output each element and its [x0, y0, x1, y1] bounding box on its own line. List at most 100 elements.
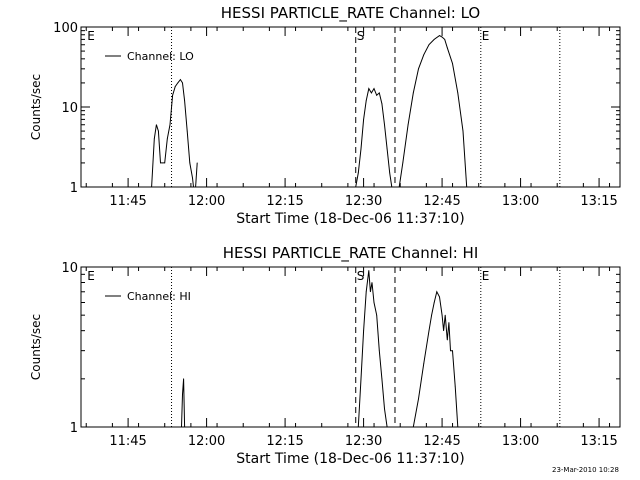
data-point [428, 44, 430, 46]
data-point [452, 350, 453, 352]
data-point [433, 302, 435, 303]
data-point [360, 148, 362, 150]
data-point [446, 47, 448, 49]
data-point [180, 79, 181, 81]
plot-frame [80, 266, 621, 428]
data-point [174, 86, 176, 87]
data-point [441, 36, 443, 38]
data-point [423, 362, 425, 364]
data-point [448, 322, 450, 323]
chart-title-lo: HESSI PARTICLE_RATE Channel: LO [221, 4, 480, 23]
data-point [423, 54, 425, 56]
data-point [183, 378, 184, 380]
data-point [189, 162, 191, 164]
y-axis-label: Counts/sec [29, 74, 43, 140]
data-point [433, 38, 435, 40]
x-tick-label: 13:15 [580, 434, 617, 449]
data-point [169, 124, 171, 126]
data-point [457, 426, 459, 428]
data-point [184, 426, 186, 428]
x-tick-label: 12:30 [345, 194, 382, 209]
x-tick-label: 12:15 [266, 434, 303, 449]
data-point [452, 63, 453, 64]
x-tick-label: 12:00 [188, 434, 225, 449]
data-point [164, 162, 166, 164]
x-axis-label: Start Time (18-Dec-06 11:37:10) [236, 451, 464, 467]
data-point [192, 177, 193, 179]
data-point [457, 92, 459, 94]
data-point [466, 186, 468, 188]
data-point [158, 130, 159, 132]
x-tick-label: 13:15 [580, 194, 617, 209]
legend-entry: Channel: LO [127, 50, 194, 63]
data-point [166, 138, 168, 140]
y-tick-label: 1 [70, 181, 78, 196]
data-point [368, 88, 370, 89]
series-line-segment [398, 35, 468, 188]
data-point [386, 426, 388, 428]
x-tick-label: 12:30 [345, 434, 382, 449]
data-point [196, 162, 198, 164]
event-marker-label: S [357, 29, 365, 43]
data-point [428, 330, 430, 332]
data-point [357, 426, 359, 428]
data-point [378, 92, 380, 94]
data-point [177, 82, 179, 84]
series-line-segment [357, 270, 388, 428]
data-point [184, 100, 186, 102]
data-point [186, 130, 188, 132]
data-point [381, 103, 383, 105]
y-tick-label: 100 [53, 21, 78, 36]
legend-entry: Channel: HI [127, 290, 191, 303]
x-tick-label: 11:45 [109, 194, 146, 209]
data-point [357, 172, 359, 174]
data-point [151, 186, 153, 188]
event-marker-label: E [87, 269, 95, 283]
data-point [386, 148, 388, 150]
series-line-segment [412, 290, 459, 428]
x-tick-label: 13:00 [502, 194, 539, 209]
data-point [436, 291, 438, 293]
data-point [363, 118, 364, 120]
data-point [431, 314, 433, 316]
event-marker-label: E [87, 29, 95, 43]
data-point [162, 162, 164, 164]
series-line-segment [151, 78, 194, 188]
data-point [360, 378, 362, 380]
data-point [182, 82, 183, 84]
data-point [181, 426, 182, 428]
data-point [418, 68, 419, 70]
y-tick-label: 1 [70, 421, 78, 436]
x-tick-label: 12:15 [266, 194, 303, 209]
event-marker-label: E [482, 269, 490, 283]
x-tick-label: 12:00 [188, 194, 225, 209]
chart-title-hi: HESSI PARTICLE_RATE Channel: HI [223, 244, 479, 263]
data-point [373, 88, 375, 89]
data-point [444, 38, 446, 40]
data-point [412, 426, 414, 428]
data-point [378, 350, 380, 352]
data-point [368, 270, 370, 271]
data-point [153, 138, 155, 140]
data-point [391, 186, 393, 188]
y-axis-label: Counts/sec [29, 314, 43, 380]
data-point [371, 282, 373, 283]
data-point [446, 339, 448, 341]
data-point [376, 94, 378, 96]
data-point [407, 124, 409, 126]
event-marker-label: S [357, 269, 365, 283]
x-tick-label: 12:45 [423, 194, 460, 209]
data-point [155, 124, 157, 126]
data-point [412, 92, 414, 94]
data-point [195, 186, 197, 188]
y-tick-label: 10 [61, 101, 78, 116]
data-point [172, 94, 173, 96]
x-axis-label: Start Time (18-Dec-06 11:37:10) [236, 211, 464, 227]
data-point [373, 302, 375, 303]
data-point [450, 350, 451, 352]
data-point [355, 186, 357, 188]
data-point [182, 393, 183, 395]
x-tick-label: 13:00 [502, 434, 539, 449]
data-point [371, 92, 372, 94]
